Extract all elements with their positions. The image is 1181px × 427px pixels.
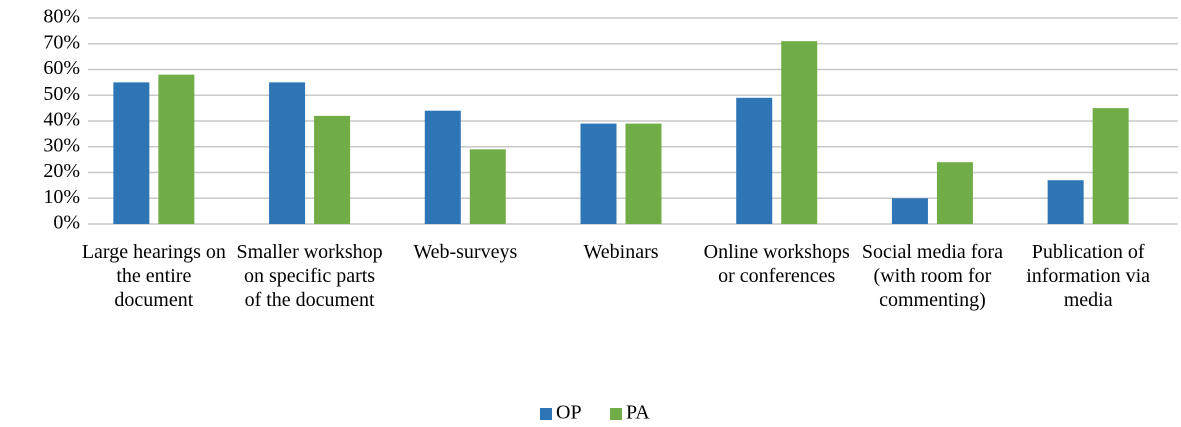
bar <box>781 41 818 224</box>
bar <box>469 149 506 224</box>
y-tick-label: 60% <box>43 57 80 79</box>
legend-label: OP <box>556 402 582 424</box>
bar <box>580 123 617 224</box>
x-tick-label: Large hearings on the entire document <box>81 241 226 311</box>
bar <box>1047 180 1084 224</box>
bar <box>625 123 662 224</box>
x-tick-label: Webinars <box>583 241 659 263</box>
x-tick-label: Publication of information via media <box>1026 241 1151 311</box>
y-tick-label: 80% <box>43 6 80 28</box>
y-tick-label: 70% <box>43 31 80 53</box>
bar <box>424 110 461 224</box>
bar <box>1092 108 1129 224</box>
bar <box>891 198 928 224</box>
y-tick-label: 0% <box>53 212 80 234</box>
bar <box>269 82 306 224</box>
x-tick-label: Smaller workshop on specific parts of th… <box>236 241 383 311</box>
y-tick-label: 40% <box>43 109 80 131</box>
y-tick-label: 50% <box>43 83 80 105</box>
x-tick-label: Web-surveys <box>413 241 518 263</box>
y-tick-label: 10% <box>43 186 80 208</box>
bar <box>936 162 973 224</box>
x-tick-label: Online workshops or conferences <box>703 241 850 287</box>
legend-swatch <box>540 408 552 420</box>
y-tick-label: 30% <box>43 134 80 156</box>
x-tick-label: Social media fora (with room for comment… <box>861 241 1003 311</box>
bar <box>158 74 195 225</box>
bar <box>113 82 150 224</box>
y-tick-label: 20% <box>43 160 80 182</box>
bar <box>736 97 773 224</box>
bar <box>314 115 351 224</box>
legend-swatch <box>610 408 622 420</box>
legend-label: PA <box>626 402 650 424</box>
